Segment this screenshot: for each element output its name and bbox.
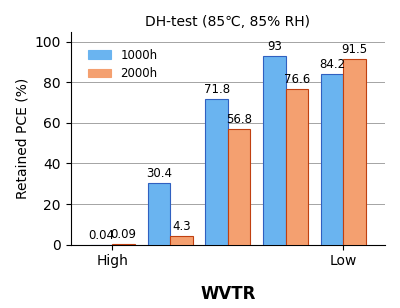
- Bar: [343, 59, 366, 245]
- Text: 0.09: 0.09: [110, 229, 136, 241]
- Bar: [263, 56, 286, 245]
- Text: 91.5: 91.5: [342, 43, 368, 56]
- Text: 93: 93: [267, 40, 282, 53]
- Text: WVTR: WVTR: [200, 285, 256, 303]
- Text: 76.6: 76.6: [284, 73, 310, 86]
- Bar: [148, 183, 170, 245]
- Bar: [286, 89, 308, 245]
- Text: 0.04: 0.04: [88, 229, 114, 241]
- Text: 30.4: 30.4: [146, 167, 172, 180]
- Text: 4.3: 4.3: [172, 220, 191, 233]
- Bar: [321, 74, 343, 245]
- Title: DH-test (85℃, 85% RH): DH-test (85℃, 85% RH): [145, 15, 310, 29]
- Text: 84.2: 84.2: [319, 58, 345, 71]
- Bar: [205, 99, 228, 245]
- Bar: [228, 129, 250, 245]
- Text: 71.8: 71.8: [204, 83, 230, 96]
- Y-axis label: Retained PCE (%): Retained PCE (%): [15, 78, 29, 199]
- Bar: [170, 236, 192, 245]
- Text: 56.8: 56.8: [226, 113, 252, 126]
- Legend: 1000h, 2000h: 1000h, 2000h: [83, 44, 162, 85]
